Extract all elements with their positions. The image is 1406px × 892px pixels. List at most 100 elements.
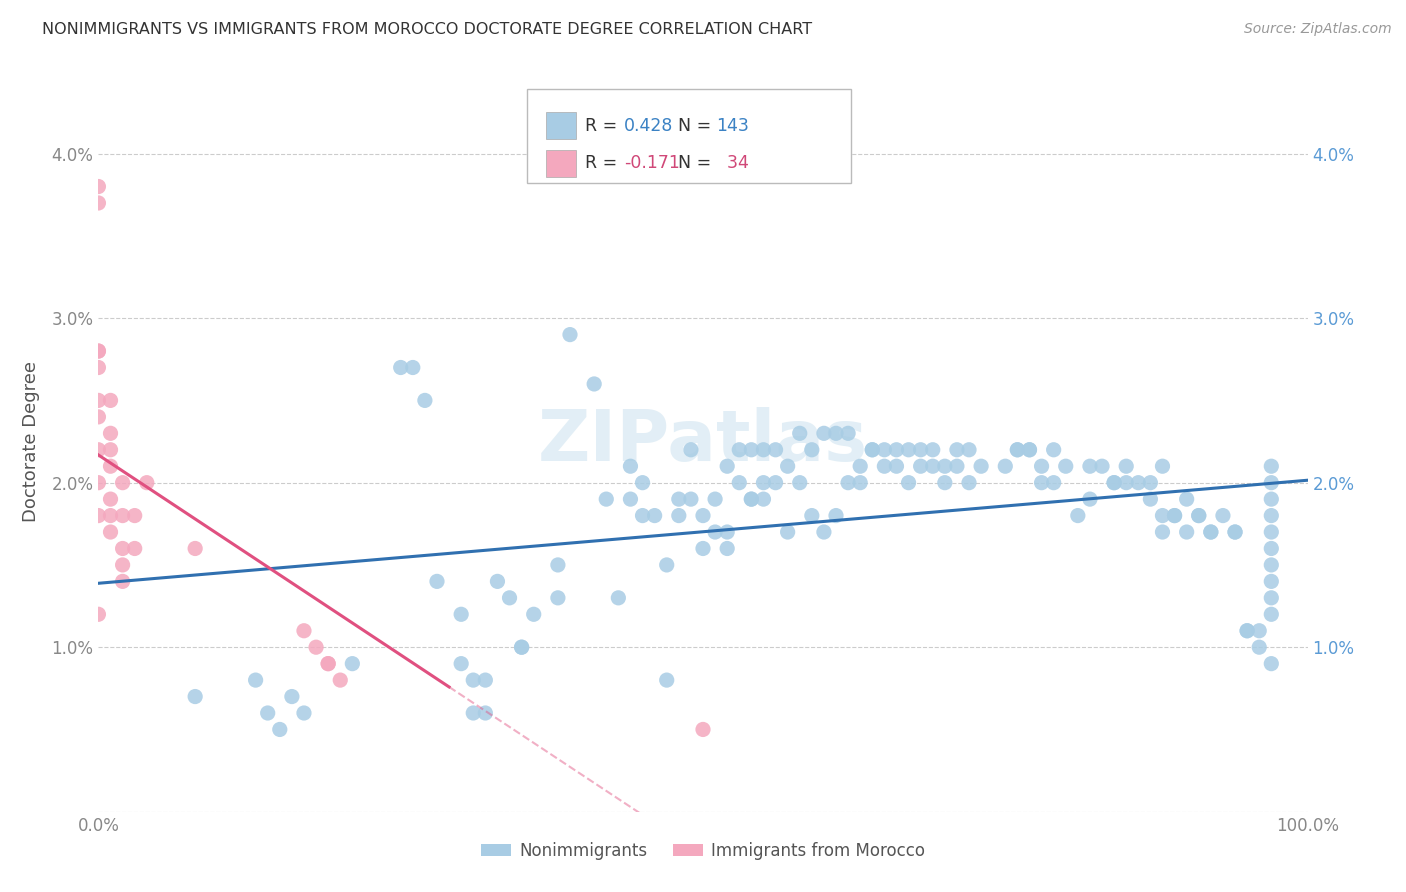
Point xyxy=(595,492,617,507)
Point xyxy=(87,508,110,523)
Point xyxy=(292,624,315,638)
Point xyxy=(800,508,823,523)
Point xyxy=(957,442,980,457)
Point xyxy=(740,492,762,507)
Point xyxy=(886,459,908,474)
Point xyxy=(245,673,267,687)
Point xyxy=(1115,459,1137,474)
Point xyxy=(1042,475,1064,490)
Point xyxy=(100,426,122,441)
Point xyxy=(910,442,932,457)
Point xyxy=(1102,475,1125,490)
Point xyxy=(607,591,630,605)
Point xyxy=(474,706,496,720)
Point xyxy=(765,442,787,457)
Point xyxy=(87,344,110,359)
Point xyxy=(316,657,339,671)
Point xyxy=(100,524,122,539)
Point xyxy=(1236,624,1258,638)
Point xyxy=(135,475,157,490)
Point xyxy=(1260,574,1282,589)
Point xyxy=(789,475,811,490)
Text: Source: ZipAtlas.com: Source: ZipAtlas.com xyxy=(1244,22,1392,37)
Point xyxy=(111,475,134,490)
Point xyxy=(1175,524,1198,539)
Point xyxy=(825,426,848,441)
Point xyxy=(269,723,291,737)
Point xyxy=(1031,459,1053,474)
Point xyxy=(1152,524,1174,539)
Point xyxy=(704,492,727,507)
Point xyxy=(1115,475,1137,490)
Point xyxy=(184,541,207,556)
Text: -0.171: -0.171 xyxy=(624,154,681,172)
Point xyxy=(100,393,122,408)
Text: R =: R = xyxy=(585,117,623,135)
Point xyxy=(1260,459,1282,474)
Point xyxy=(1223,524,1246,539)
Point xyxy=(740,492,762,507)
Point xyxy=(87,607,110,622)
Point xyxy=(921,442,943,457)
Point xyxy=(87,442,110,457)
Point xyxy=(970,459,993,474)
Point xyxy=(1018,442,1040,457)
Point xyxy=(692,723,714,737)
Point xyxy=(111,558,134,572)
Point xyxy=(655,673,678,687)
Point xyxy=(668,508,690,523)
Point xyxy=(329,673,352,687)
Point xyxy=(124,508,146,523)
Point xyxy=(946,459,969,474)
Point xyxy=(402,360,425,375)
Point xyxy=(1188,508,1211,523)
Point xyxy=(87,344,110,359)
Point xyxy=(463,673,485,687)
Text: R =: R = xyxy=(585,154,623,172)
Point xyxy=(100,492,122,507)
Point xyxy=(1139,475,1161,490)
Point xyxy=(1152,508,1174,523)
Point xyxy=(87,409,110,424)
Point xyxy=(413,393,436,408)
Point xyxy=(1163,508,1185,523)
Point xyxy=(342,657,364,671)
Point xyxy=(619,492,641,507)
Point xyxy=(740,442,762,457)
Point xyxy=(1260,508,1282,523)
Point xyxy=(860,442,883,457)
Point xyxy=(547,591,569,605)
Point xyxy=(704,524,727,539)
Point xyxy=(752,475,775,490)
Point xyxy=(631,508,654,523)
Point xyxy=(1260,657,1282,671)
Point xyxy=(463,706,485,720)
Point xyxy=(389,360,412,375)
Point xyxy=(789,426,811,441)
Point xyxy=(886,442,908,457)
Point xyxy=(934,475,956,490)
Point xyxy=(87,196,110,211)
Point xyxy=(510,640,533,655)
Point xyxy=(510,640,533,655)
Point xyxy=(897,475,920,490)
Point xyxy=(631,475,654,490)
Point xyxy=(776,524,799,539)
Point xyxy=(1188,508,1211,523)
Point xyxy=(1260,524,1282,539)
Point xyxy=(111,574,134,589)
Point xyxy=(692,508,714,523)
Point xyxy=(1236,624,1258,638)
Point xyxy=(426,574,449,589)
Point xyxy=(1199,524,1222,539)
Point xyxy=(800,442,823,457)
Point xyxy=(1260,607,1282,622)
Point xyxy=(716,541,738,556)
Point xyxy=(1007,442,1029,457)
Point xyxy=(957,475,980,490)
Point xyxy=(728,475,751,490)
Point xyxy=(934,459,956,474)
Point xyxy=(849,459,872,474)
Point xyxy=(1128,475,1150,490)
Point xyxy=(1042,442,1064,457)
